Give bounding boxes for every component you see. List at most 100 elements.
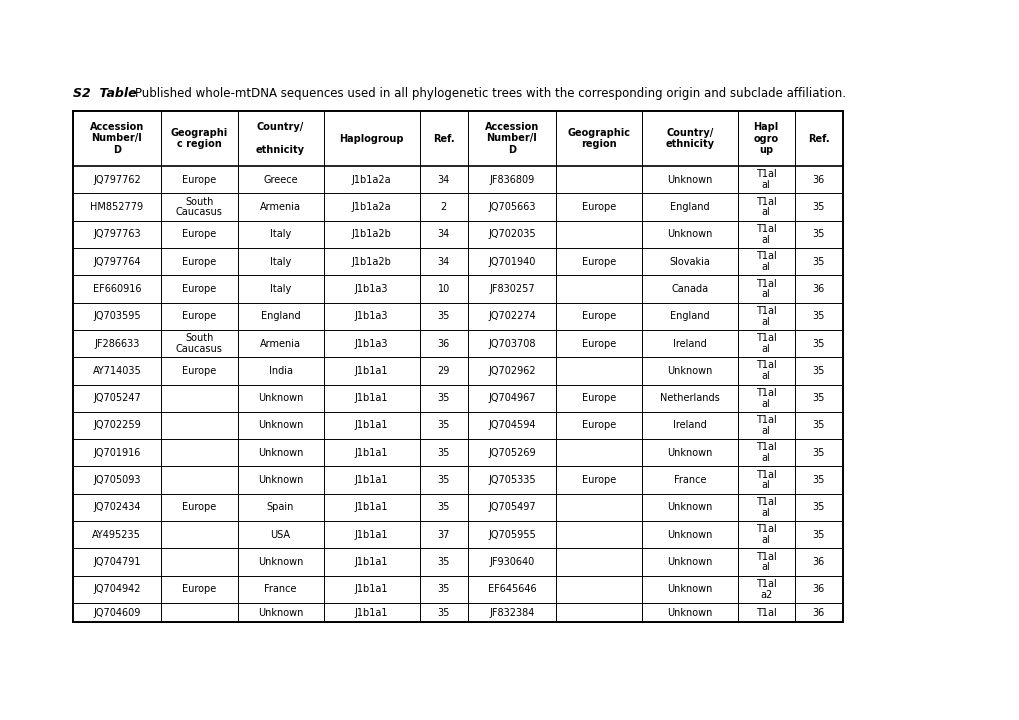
Text: J1b1a1: J1b1a1 xyxy=(355,585,388,594)
Text: Geographi
c region: Geographi c region xyxy=(170,127,227,149)
Text: T1al: T1al xyxy=(755,608,775,618)
Text: 35: 35 xyxy=(812,229,824,239)
Text: JQ797763: JQ797763 xyxy=(93,229,141,239)
Text: Geographic
region: Geographic region xyxy=(567,127,630,149)
Text: Armenia: Armenia xyxy=(260,338,301,348)
Text: J1b1a1: J1b1a1 xyxy=(355,608,388,618)
Text: Unknown: Unknown xyxy=(666,530,711,540)
Text: 35: 35 xyxy=(812,366,824,376)
Text: J1b1a2b: J1b1a2b xyxy=(352,229,391,239)
Text: England: England xyxy=(261,311,300,321)
Text: 35: 35 xyxy=(812,311,824,321)
Text: 35: 35 xyxy=(812,420,824,431)
Text: JQ702035: JQ702035 xyxy=(487,229,535,239)
Text: Europe: Europe xyxy=(581,420,615,431)
Text: Europe: Europe xyxy=(181,585,216,594)
Text: 35: 35 xyxy=(812,475,824,485)
Text: Canada: Canada xyxy=(671,284,707,294)
Text: JQ705955: JQ705955 xyxy=(487,530,535,540)
Text: T1al
al: T1al al xyxy=(755,524,775,545)
Text: JF830257: JF830257 xyxy=(488,284,534,294)
Text: Unknown: Unknown xyxy=(666,557,711,567)
Text: Europe: Europe xyxy=(181,503,216,513)
Text: Accession
Number/I
D: Accession Number/I D xyxy=(484,122,538,155)
Text: Netherlands: Netherlands xyxy=(659,393,719,403)
Text: Unknown: Unknown xyxy=(666,448,711,458)
Text: EF660916: EF660916 xyxy=(93,284,141,294)
Text: South
Caucasus: South Caucasus xyxy=(175,197,222,217)
Text: 29: 29 xyxy=(437,366,449,376)
Text: EF645646: EF645646 xyxy=(487,585,536,594)
Text: J1b1a1: J1b1a1 xyxy=(355,448,388,458)
Text: Unknown: Unknown xyxy=(258,608,303,618)
Text: 35: 35 xyxy=(437,585,449,594)
Text: Unknown: Unknown xyxy=(666,503,711,513)
Text: Italy: Italy xyxy=(270,284,290,294)
Text: Haplogroup: Haplogroup xyxy=(339,133,404,143)
Text: Unknown: Unknown xyxy=(258,475,303,485)
Text: India: India xyxy=(268,366,292,376)
Text: 36: 36 xyxy=(812,608,824,618)
Text: Unknown: Unknown xyxy=(258,448,303,458)
Text: Greece: Greece xyxy=(263,175,298,184)
Text: T1al
al: T1al al xyxy=(755,251,775,272)
Text: JQ705093: JQ705093 xyxy=(93,475,141,485)
Text: JQ705247: JQ705247 xyxy=(93,393,141,403)
Text: Unknown: Unknown xyxy=(666,608,711,618)
Text: 35: 35 xyxy=(812,448,824,458)
Text: Italy: Italy xyxy=(270,229,290,239)
Text: 36: 36 xyxy=(812,284,824,294)
Text: 34: 34 xyxy=(437,256,449,266)
Text: HM852779: HM852779 xyxy=(91,202,144,212)
Text: 35: 35 xyxy=(812,202,824,212)
Text: 35: 35 xyxy=(437,503,449,513)
Text: 35: 35 xyxy=(812,338,824,348)
Text: 35: 35 xyxy=(437,448,449,458)
Text: Europe: Europe xyxy=(581,311,615,321)
Text: Ref.: Ref. xyxy=(433,133,454,143)
Text: T1al
al: T1al al xyxy=(755,361,775,382)
Text: 36: 36 xyxy=(812,175,824,184)
Text: Country/

ethnicity: Country/ ethnicity xyxy=(256,122,305,155)
Text: Europe: Europe xyxy=(181,366,216,376)
Text: JQ704967: JQ704967 xyxy=(488,393,535,403)
Text: 36: 36 xyxy=(437,338,449,348)
Text: JQ703595: JQ703595 xyxy=(93,311,141,321)
Text: Europe: Europe xyxy=(181,256,216,266)
Text: 35: 35 xyxy=(812,256,824,266)
Text: Ref.: Ref. xyxy=(807,133,828,143)
Text: JQ702434: JQ702434 xyxy=(93,503,141,513)
Text: T1al
al: T1al al xyxy=(755,224,775,245)
Text: J1b1a1: J1b1a1 xyxy=(355,557,388,567)
Bar xyxy=(73,111,842,622)
Text: Europe: Europe xyxy=(581,256,615,266)
Text: T1al
al: T1al al xyxy=(755,306,775,327)
Text: T1al
al: T1al al xyxy=(755,552,775,572)
Text: T1al
al: T1al al xyxy=(755,415,775,436)
Text: 35: 35 xyxy=(812,393,824,403)
Text: Country/
ethnicity: Country/ ethnicity xyxy=(664,127,713,149)
Text: Europe: Europe xyxy=(581,393,615,403)
Text: J1b1a3: J1b1a3 xyxy=(355,311,388,321)
Text: 35: 35 xyxy=(437,608,449,618)
Text: J1b1a3: J1b1a3 xyxy=(355,338,388,348)
Text: JQ702259: JQ702259 xyxy=(93,420,141,431)
Text: Italy: Italy xyxy=(270,256,290,266)
Text: T1al
al: T1al al xyxy=(755,388,775,408)
Text: T1al
al: T1al al xyxy=(755,442,775,463)
Text: 35: 35 xyxy=(812,530,824,540)
Text: Armenia: Armenia xyxy=(260,202,301,212)
Text: J1b1a1: J1b1a1 xyxy=(355,393,388,403)
Text: England: England xyxy=(669,311,709,321)
Text: Accession
Number/I
D: Accession Number/I D xyxy=(90,122,144,155)
Text: Unknown: Unknown xyxy=(666,366,711,376)
Text: J1b1a1: J1b1a1 xyxy=(355,530,388,540)
Text: Europe: Europe xyxy=(181,284,216,294)
Text: JQ704609: JQ704609 xyxy=(93,608,141,618)
Text: 34: 34 xyxy=(437,229,449,239)
Text: 35: 35 xyxy=(437,311,449,321)
Text: JQ797762: JQ797762 xyxy=(93,175,141,184)
Text: JQ705335: JQ705335 xyxy=(487,475,535,485)
Text: JQ797764: JQ797764 xyxy=(93,256,141,266)
Text: Unknown: Unknown xyxy=(666,585,711,594)
